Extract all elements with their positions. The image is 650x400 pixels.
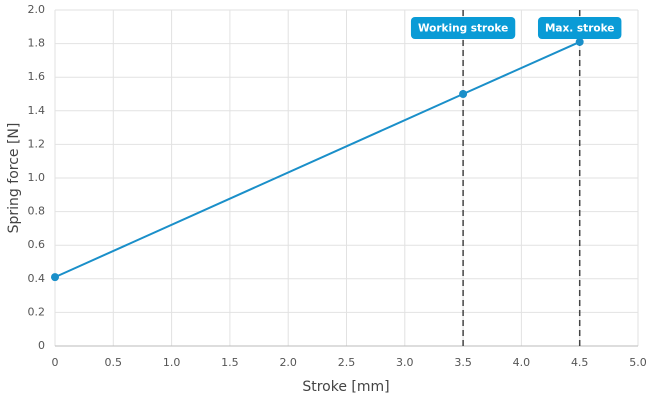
x-tick-label: 4.5 — [571, 356, 589, 369]
x-tick-label: 5.0 — [629, 356, 647, 369]
x-tick-label: 3.5 — [454, 356, 472, 369]
annotation-box — [410, 17, 516, 39]
y-tick-label: 0.8 — [28, 205, 46, 218]
y-tick-label: 1.0 — [28, 171, 46, 184]
y-tick-label: 1.4 — [28, 104, 46, 117]
x-tick-label: 0.5 — [105, 356, 123, 369]
x-tick-label: 4.0 — [513, 356, 531, 369]
x-tick-label: 0 — [52, 356, 59, 369]
y-tick-label: 2.0 — [28, 3, 46, 16]
x-tick-label: 3.0 — [396, 356, 414, 369]
x-tick-label: 2.5 — [338, 356, 356, 369]
y-tick-label: 1.8 — [28, 37, 46, 50]
y-tick-label: 1.2 — [28, 137, 46, 150]
y-tick-label: 0.2 — [28, 305, 46, 318]
y-tick-label: 0 — [38, 339, 45, 352]
data-point — [459, 90, 468, 98]
annotation-label: Max. stroke — [545, 23, 614, 35]
x-tick-label: 1.5 — [221, 356, 239, 369]
data-point — [51, 273, 59, 282]
x-tick-label: 1.0 — [163, 356, 181, 369]
x-axis-title: Stroke [mm] — [302, 379, 389, 395]
y-axis-title: Spring force [N] — [6, 123, 22, 234]
y-tick-label: 0.6 — [28, 238, 46, 251]
y-tick-label: 0.4 — [28, 272, 46, 285]
annotation-label: Working stroke — [418, 23, 508, 35]
data-point — [575, 37, 584, 46]
x-tick-label: 2.0 — [279, 356, 297, 369]
annotation-box — [537, 17, 622, 39]
y-tick-label: 1.6 — [28, 70, 46, 83]
